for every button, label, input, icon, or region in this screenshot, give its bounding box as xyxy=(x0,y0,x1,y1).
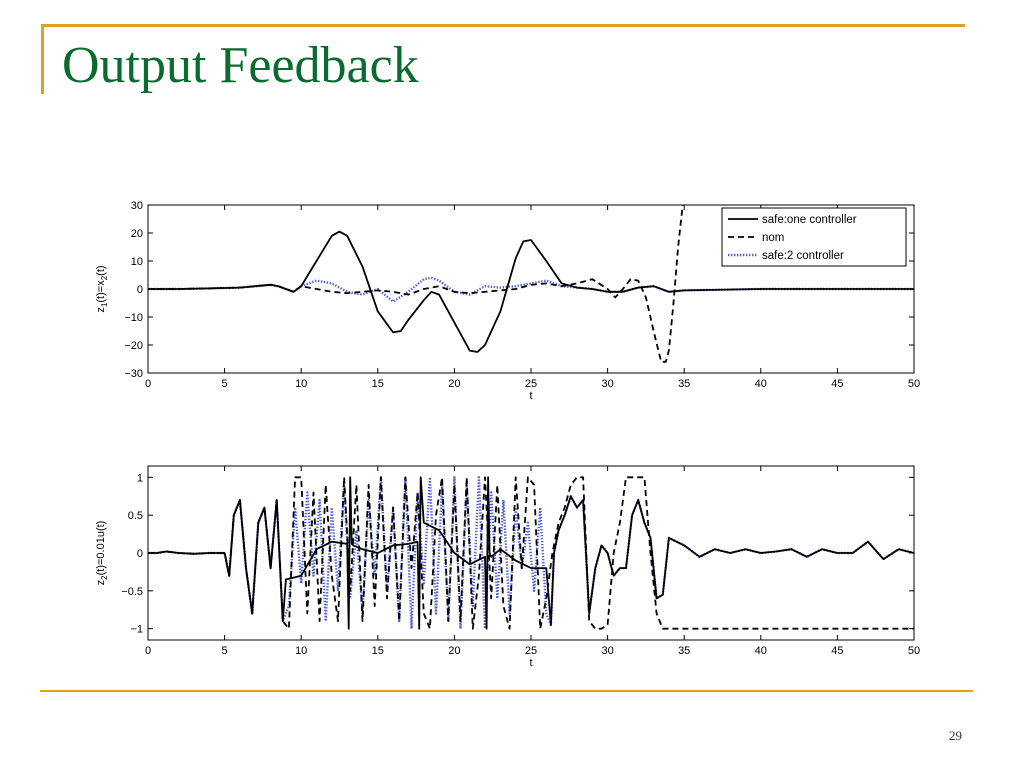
title-bracket-vertical xyxy=(41,24,44,94)
x-tick-label: 40 xyxy=(755,645,767,657)
y-tick-label: 20 xyxy=(131,228,143,240)
x-tick-label: 10 xyxy=(295,645,307,657)
x-tick-label: 0 xyxy=(145,645,151,657)
x-tick-label: 5 xyxy=(222,378,228,390)
y-tick-label: 0.5 xyxy=(128,510,143,522)
slide-title: Output Feedback xyxy=(62,37,419,94)
x-tick-label: 5 xyxy=(222,645,228,657)
x-tick-label: 20 xyxy=(448,645,460,657)
y-tick-label: 30 xyxy=(131,200,143,212)
x-tick-label: 25 xyxy=(525,378,537,390)
title-bracket-horizontal xyxy=(41,24,965,27)
y-axis-label: z1(t)=x2(t) xyxy=(95,265,109,312)
legend: safe:one controller nom safe:2 controller xyxy=(721,207,907,267)
y-tick-label: −1 xyxy=(130,624,143,636)
y-tick-label: −30 xyxy=(124,368,143,380)
footer-divider xyxy=(40,690,973,692)
series-line-dashed xyxy=(148,476,914,630)
y-tick-label: 0 xyxy=(137,284,143,296)
series-line-solid xyxy=(148,476,914,630)
x-tick-label: 30 xyxy=(601,645,613,657)
y-tick-label: −20 xyxy=(124,340,143,352)
x-tick-label: 0 xyxy=(145,378,151,390)
x-tick-label: 15 xyxy=(372,378,384,390)
x-tick-label: 25 xyxy=(525,645,537,657)
x-tick-label: 50 xyxy=(908,378,920,390)
x-axis-label: t xyxy=(529,657,532,669)
legend-label: safe:2 controller xyxy=(762,250,844,262)
x-tick-label: 50 xyxy=(908,645,920,657)
series-line-solid xyxy=(148,230,914,353)
y-axis-label: z2(t)=0.01u(t) xyxy=(95,521,109,586)
x-tick-label: 40 xyxy=(755,378,767,390)
x-tick-label: 15 xyxy=(372,645,384,657)
y-tick-label: 0 xyxy=(137,548,143,560)
y-tick-label: 1 xyxy=(137,472,143,484)
x-axis-label: t xyxy=(529,390,532,402)
x-tick-label: 20 xyxy=(448,378,460,390)
x-tick-label: 30 xyxy=(601,378,613,390)
y-tick-label: −10 xyxy=(124,312,143,324)
y-tick-label: −0.5 xyxy=(121,586,143,598)
x-tick-label: 35 xyxy=(678,645,690,657)
x-tick-label: 45 xyxy=(831,645,843,657)
legend-label: safe:one controller xyxy=(762,214,857,226)
page-number: 29 xyxy=(949,728,962,743)
charts-canvas: 0 5 10 15 20 25 30 35 40 45 50−30−20−100102030tz1(… xyxy=(95,200,920,669)
y-tick-label: 10 xyxy=(131,256,143,268)
x-tick-label: 45 xyxy=(831,378,843,390)
series-line-dashed xyxy=(148,205,684,363)
z2-control-chart: 0 5 10 15 20 25 30 35 40 45 50 −1 −0.5 0 0.5 1 t z2(t)=0.… xyxy=(95,465,920,669)
x-tick-label: 35 xyxy=(678,378,690,390)
x-tick-label: 10 xyxy=(295,378,307,390)
legend-label: nom xyxy=(762,232,784,244)
z1-response-chart: 0 5 10 15 20 25 30 35 40 45 50 −30 −20 −10 0 10 20 30 t z1(… xyxy=(95,200,920,402)
